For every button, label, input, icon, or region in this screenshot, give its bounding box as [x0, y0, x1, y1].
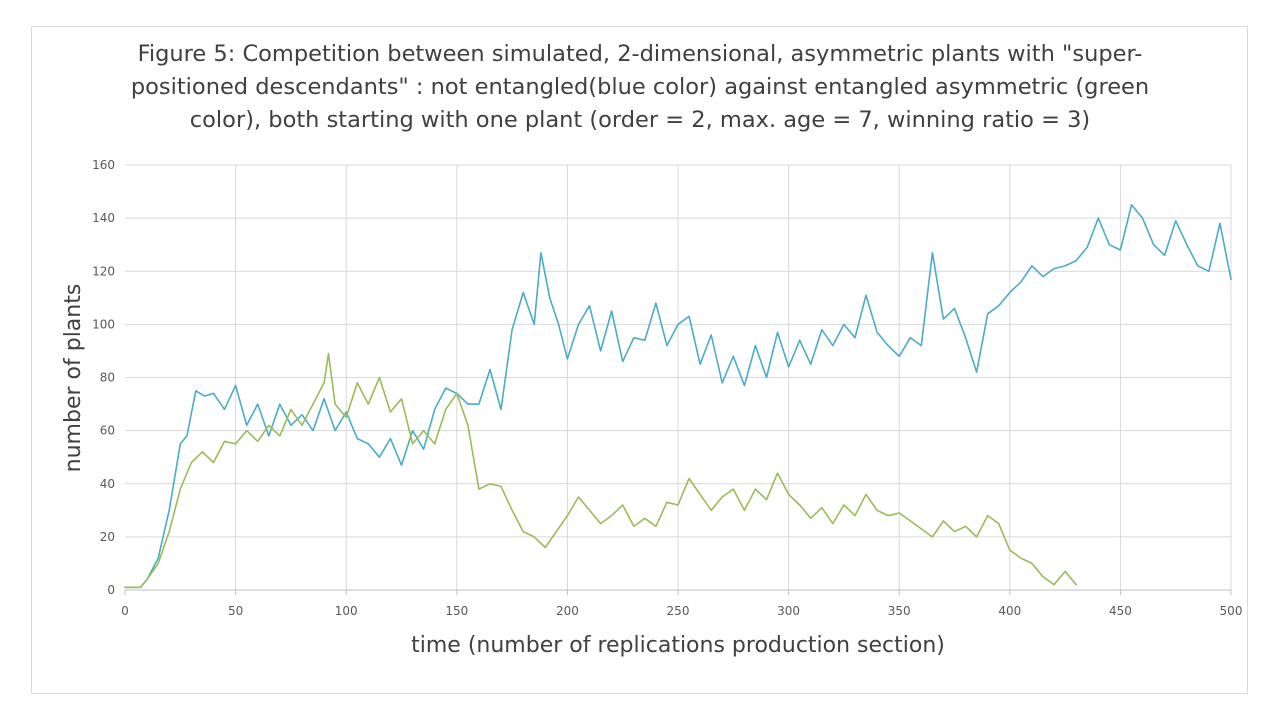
- series-line-blue: [124, 204, 1232, 589]
- x-tick-label: 500: [1220, 604, 1243, 618]
- x-tick-label: 250: [667, 604, 690, 618]
- chart-title: Figure 5: Competition between simulated,…: [130, 41, 1150, 133]
- y-tick-label: 20: [100, 530, 115, 544]
- y-tick-label: 0: [107, 583, 115, 597]
- y-tick-label: 140: [92, 211, 115, 225]
- x-tick-label: 50: [228, 604, 243, 618]
- chart-frame: [31, 26, 1248, 694]
- y-axis-label: number of plants: [61, 284, 86, 473]
- x-tick-label: 0: [121, 604, 129, 618]
- x-tick-labels: 0 50 100 150 200 250 300 350 400 450 500: [121, 604, 1242, 618]
- x-tick-label: 350: [888, 604, 911, 618]
- y-tick-labels: 0 20 40 60 80 100 120 140 160: [92, 158, 115, 597]
- y-tick-label: 160: [92, 158, 115, 172]
- gridlines: [125, 164, 1232, 590]
- x-tick-label: 300: [777, 604, 800, 618]
- axes: [124, 589, 1232, 595]
- y-tick-label: 80: [100, 371, 115, 385]
- y-tick-label: 60: [100, 424, 115, 438]
- series-lines: [124, 204, 1232, 589]
- series-line-green: [124, 352, 1077, 589]
- x-tick-label: 400: [998, 604, 1021, 618]
- x-tick-label: 450: [1109, 604, 1132, 618]
- x-tick-label: 150: [445, 604, 468, 618]
- y-tick-label: 120: [92, 264, 115, 278]
- y-tick-label: 40: [100, 477, 115, 491]
- x-tick-label: 100: [335, 604, 358, 618]
- y-tick-label: 100: [92, 317, 115, 331]
- x-tick-label: 200: [556, 604, 579, 618]
- x-axis-label: time (number of replications production …: [411, 633, 945, 658]
